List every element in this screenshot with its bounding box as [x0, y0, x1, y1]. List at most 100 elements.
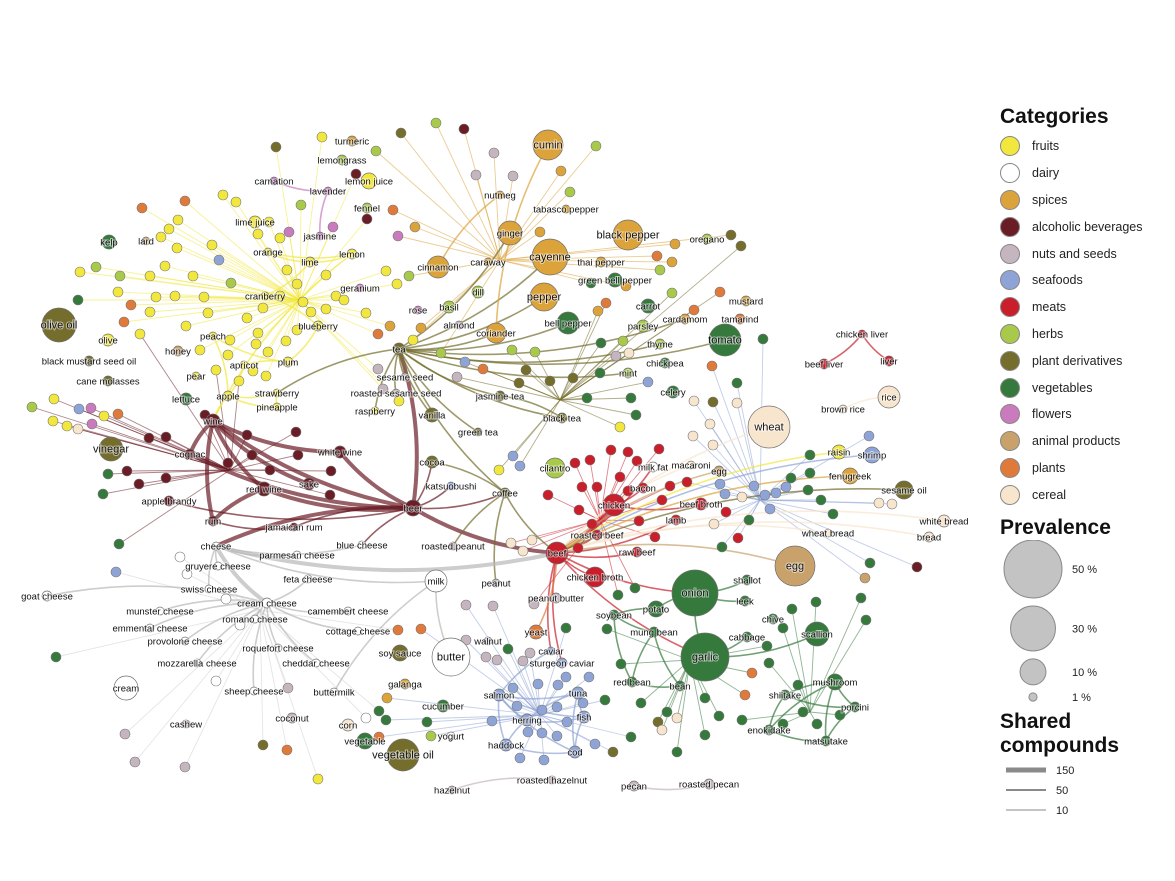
network-node — [513, 377, 525, 389]
node-rose — [413, 305, 423, 315]
legend-label: cereal — [1032, 487, 1067, 502]
network-node — [125, 299, 137, 311]
node-label-hazelnut: hazelnut — [434, 786, 470, 797]
network-link — [661, 659, 691, 731]
legend: Categories fruits dairy spices alcoholic be… — [1000, 105, 1170, 818]
network-link — [525, 369, 561, 401]
network-link — [559, 245, 742, 401]
network-link — [288, 231, 301, 301]
network-node — [171, 242, 183, 254]
node-sesame-seed — [400, 372, 410, 382]
legend-item-herbs: herbs — [1000, 321, 1170, 348]
node-label-fennel: fennel — [354, 204, 380, 215]
node-black-pepper — [612, 219, 644, 251]
node-label-olive-oil: olive oil — [41, 320, 78, 332]
network-link — [556, 521, 930, 554]
network-node — [409, 221, 421, 233]
network-link — [299, 299, 367, 314]
network-node — [777, 718, 789, 730]
prevalence-label: 1 % — [1072, 692, 1091, 704]
network-link — [414, 226, 501, 261]
network-link — [266, 602, 279, 649]
network-link — [518, 382, 561, 401]
node-label-parsley: parsley — [628, 322, 659, 333]
node-peach — [208, 331, 218, 341]
node-label-vegetable-oil: vegetable oil — [372, 750, 434, 762]
network-link — [559, 381, 649, 401]
network-node — [863, 430, 875, 442]
legend-item-nuts-and-seeds: nuts and seeds — [1000, 240, 1170, 267]
node-label-scallion: scallion — [801, 630, 833, 641]
node-label-nutmeg: nutmeg — [484, 191, 516, 202]
network-node — [792, 679, 804, 691]
node-orange — [263, 247, 273, 257]
node-lemon-juice — [360, 172, 378, 190]
network-link — [215, 544, 558, 573]
node-label-orange: orange — [253, 248, 283, 259]
node-label-peach: peach — [200, 332, 226, 343]
network-link — [398, 348, 506, 494]
network-link — [392, 209, 501, 261]
network-node — [581, 392, 593, 404]
network-node — [507, 682, 519, 694]
network-link — [768, 662, 811, 713]
node-roasted-beef — [591, 529, 603, 541]
node-label-chicken-broth: chicken broth — [567, 573, 624, 584]
network-node — [633, 515, 645, 527]
network-link — [809, 619, 867, 713]
network-link — [440, 259, 501, 354]
network-node — [560, 622, 572, 634]
network-link — [134, 609, 261, 763]
network-node — [507, 450, 519, 462]
node-oregano — [701, 233, 713, 245]
node-label-roquefort-cheese: roquefort cheese — [242, 644, 313, 655]
legend-item-cereal: cereal — [1000, 481, 1170, 508]
node-wheat-bread — [823, 528, 833, 538]
network-node — [260, 370, 272, 382]
network-node — [614, 421, 626, 433]
network-link — [556, 543, 796, 567]
network-node — [544, 375, 556, 387]
node-label-kelp: kelp — [100, 238, 117, 249]
network-node — [320, 269, 332, 281]
network-link — [719, 483, 761, 501]
node-white-bread — [937, 514, 951, 528]
network-node — [576, 481, 588, 493]
shared-compounds-label: 10 — [1056, 805, 1068, 817]
node-label-raw-beef: raw beef — [619, 548, 656, 559]
node-label-soybean: soybean — [596, 611, 632, 622]
network-node — [564, 186, 576, 198]
node-soybean — [608, 609, 620, 621]
legend-swatch — [1000, 431, 1020, 452]
network-node — [206, 239, 218, 251]
node-vegetable-oil — [386, 738, 420, 772]
network-node — [617, 335, 629, 347]
node-label-thai-pepper: thai pepper — [577, 258, 625, 269]
node-chickpea — [659, 357, 671, 369]
network-node — [706, 360, 718, 372]
network-link — [215, 545, 437, 584]
network-node — [573, 504, 585, 516]
node-provolone-cheese — [180, 636, 190, 646]
network-node — [370, 145, 382, 157]
node-label-corn: corn — [339, 721, 357, 732]
node-walnut — [483, 636, 493, 646]
network-node — [551, 701, 563, 713]
node-lemongrass — [336, 154, 348, 166]
node-chicken-broth — [584, 566, 606, 588]
network-node — [763, 657, 775, 669]
network-node — [517, 655, 529, 667]
network-node — [163, 223, 175, 235]
node-plum — [282, 356, 294, 368]
network-node — [505, 537, 517, 549]
node-label-coriander: coriander — [476, 329, 516, 340]
network-link — [165, 436, 231, 471]
network-link — [556, 510, 945, 554]
network-node — [360, 712, 372, 724]
network-link — [539, 714, 596, 745]
node-pepper — [529, 282, 559, 312]
node-label-emmental-cheese: emmental cheese — [113, 624, 188, 635]
network-link — [499, 243, 676, 261]
network-link — [420, 259, 501, 329]
network-node — [761, 640, 773, 652]
